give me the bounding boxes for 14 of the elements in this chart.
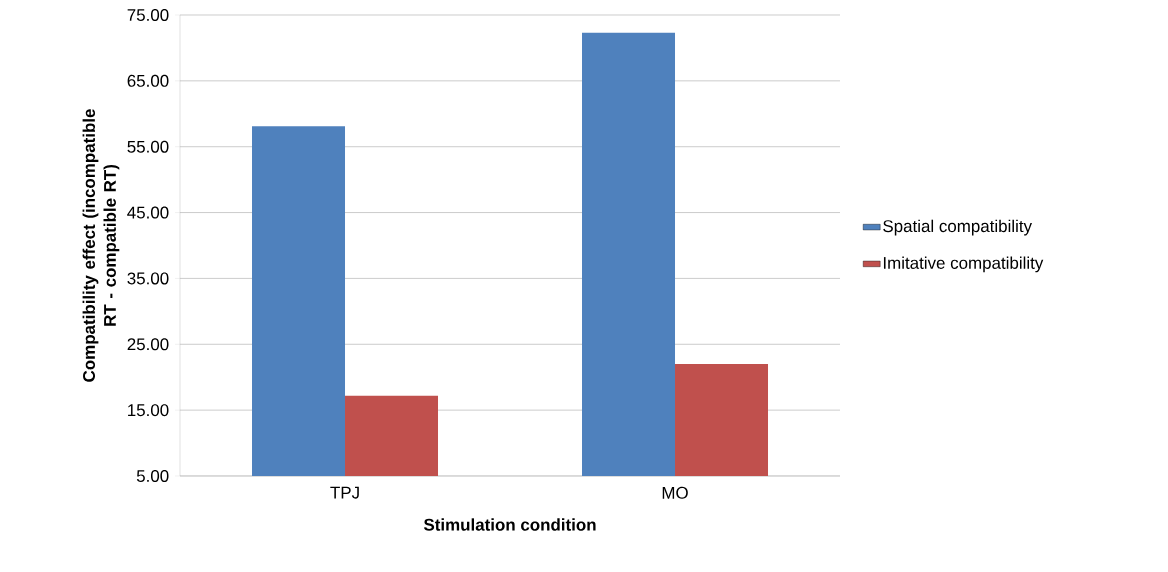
x-tick-label: TPJ <box>330 486 359 499</box>
y-tick-label: 25.00 <box>127 338 169 351</box>
x-tick-label: MO <box>662 486 688 499</box>
y-tick-label: 5.00 <box>136 469 169 482</box>
y-tick-label: 45.00 <box>127 206 169 219</box>
y-tick-label: 65.00 <box>127 74 169 87</box>
y-tick-label: 75.00 <box>127 9 169 21</box>
y-tick-label: 15.00 <box>128 404 169 417</box>
y-axis-title: Compatibility effect (incompatible RT - compatible RT) <box>82 109 120 382</box>
legend-label: Imitative compatibility <box>883 256 1044 273</box>
legend-label: Spatial compatibility <box>883 219 1032 236</box>
y-tick-label: 55.00 <box>127 140 169 153</box>
x-axis-title: Stimulation condition <box>423 518 596 531</box>
y-tick-label: 35.00 <box>127 272 169 285</box>
